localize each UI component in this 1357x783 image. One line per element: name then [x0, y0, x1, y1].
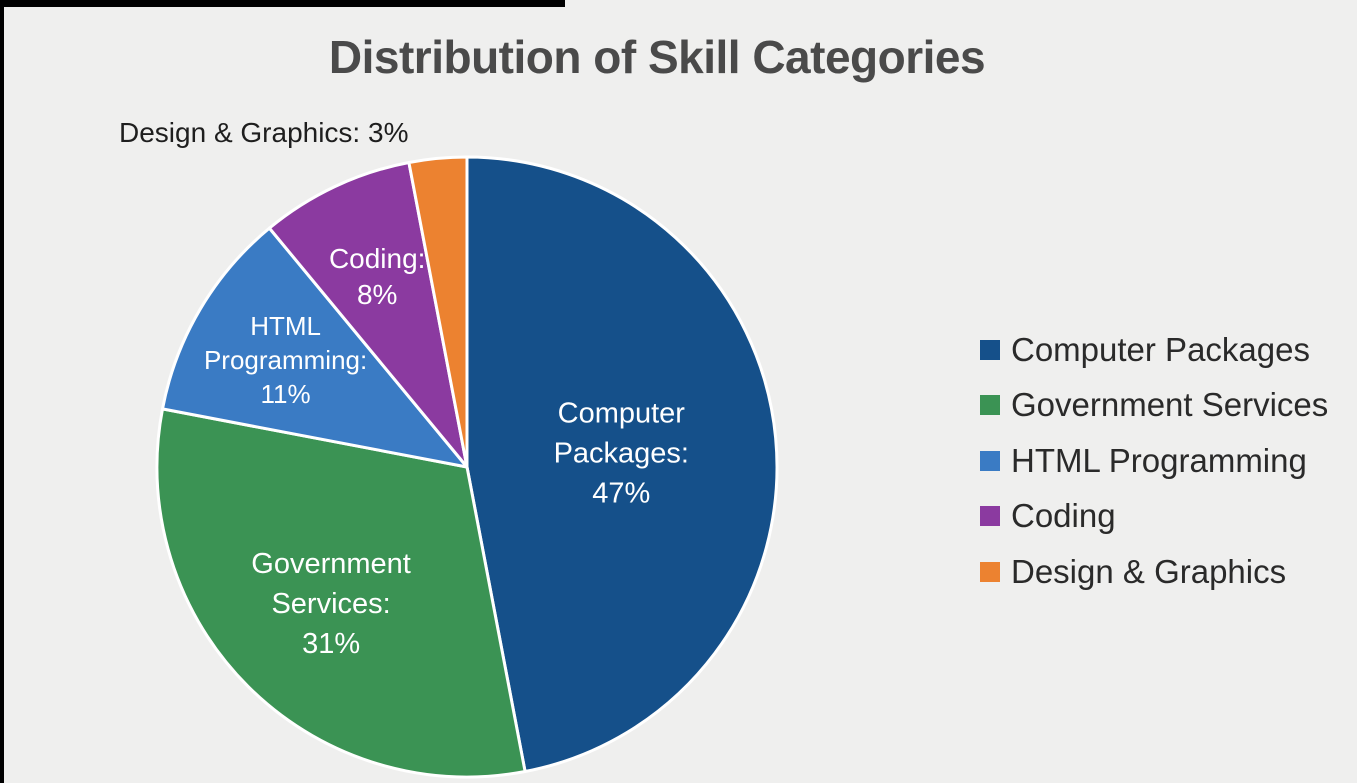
slice-design-and-graphics — [407, 155, 469, 469]
legend-item-design-and-graphics: Design & Graphics — [980, 544, 1328, 600]
legend-item-coding: Coding — [980, 489, 1328, 545]
legend-swatch — [980, 395, 1000, 416]
legend-swatch — [980, 339, 1000, 360]
chart-title: Distribution of Skill Categories — [328, 31, 986, 83]
slice-label-line: Services: — [271, 588, 390, 620]
legend-swatch — [980, 561, 1000, 582]
slice-label-html-programming: HTML Programming: 11% — [204, 311, 367, 409]
slice-label-line: 8% — [357, 279, 397, 310]
legend-item-html-programming: HTML Programming — [980, 433, 1328, 489]
slice-label-computer-packages: Computer Packages: 47% — [554, 398, 689, 510]
slice-label-line: 31% — [302, 628, 360, 660]
slice-label-line: HTML — [250, 311, 321, 341]
slice-label-line: Packages: — [554, 438, 689, 470]
legend-label: Computer Packages — [1011, 330, 1310, 368]
legend: Computer Packages Government Services HTML… — [980, 322, 1328, 600]
legend-item-computer-packages: Computer Packages — [980, 322, 1328, 378]
slice-label-line: Coding: — [329, 243, 426, 274]
slice-label-line: Programming: — [204, 345, 367, 375]
legend-label: HTML Programming — [1011, 441, 1307, 479]
slice-coding — [267, 160, 469, 469]
top-border — [0, 0, 565, 7]
left-border — [0, 0, 4, 783]
legend-swatch — [980, 506, 1000, 527]
slice-label-line: 11% — [261, 379, 311, 409]
legend-label: Coding — [1011, 497, 1116, 535]
slice-label-coding: Coding: 8% — [329, 243, 426, 310]
slice-label-government-services: Government Services: 31% — [251, 548, 411, 660]
slice-label-line: 47% — [592, 478, 650, 510]
slice-government-services — [155, 407, 527, 779]
outside-label-design-and-graphics: Design & Graphics: 3% — [119, 117, 408, 148]
legend-label: Design & Graphics — [1011, 552, 1287, 590]
slice-label-line: Computer — [558, 398, 686, 430]
slice-computer-packages — [465, 155, 779, 774]
legend-label: Government Services — [1011, 386, 1329, 424]
legend-swatch — [980, 450, 1000, 471]
legend-item-government-services: Government Services — [980, 378, 1328, 434]
slice-html-programming — [160, 226, 469, 469]
slice-label-line: Government — [251, 548, 411, 580]
